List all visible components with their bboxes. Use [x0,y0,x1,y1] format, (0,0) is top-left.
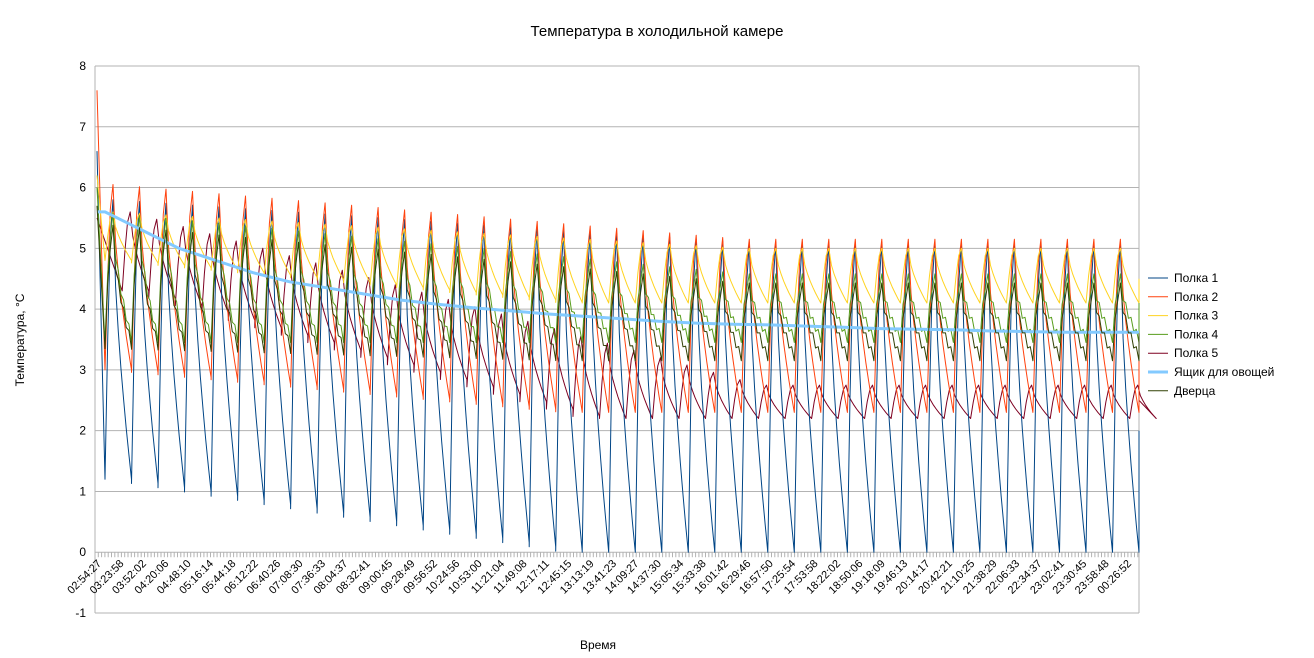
y-tick-label: 8 [79,59,86,73]
series-lines [96,90,1157,553]
y-tick-label: -1 [75,606,86,620]
x-axis-label: Время [580,638,616,652]
y-axis-ticks: -1 0 1 2 3 4 5 6 7 8 [75,59,86,620]
y-tick-label: 4 [79,302,86,316]
legend-label: Полка 2 [1174,290,1219,304]
y-tick-label: 1 [79,484,86,498]
y-tick-label: 2 [79,424,86,438]
legend: Полка 1 Полка 2 Полка 3 Полка 4 Полка 5 Ящик … [1148,271,1274,398]
legend-label: Полка 1 [1174,271,1219,285]
legend-label: Дверца [1174,384,1216,398]
series-line [96,205,1140,362]
legend-label: Полка 3 [1174,309,1219,323]
y-tick-label: 0 [79,545,86,559]
y-tick-label: 5 [79,241,86,255]
series-line [96,187,1140,343]
gridlines [94,65,1140,614]
y-tick-label: 3 [79,363,86,377]
y-axis-label: Температура, °C [13,293,27,386]
x-axis-ticks: 02:54:2703:23:5803:52:0204:20:0604:48:10… [65,552,1139,597]
chart-title: Температура в холодильной камере [531,23,784,40]
legend-label: Полка 4 [1174,327,1219,341]
y-tick-label: 6 [79,181,86,195]
legend-label: Ящик для овощей [1174,365,1274,379]
series-line [96,175,1140,304]
y-tick-label: 7 [79,120,86,134]
series-line [96,211,1157,419]
legend-label: Полка 5 [1174,346,1219,360]
series-line [97,210,1139,334]
series-line [96,151,1140,553]
